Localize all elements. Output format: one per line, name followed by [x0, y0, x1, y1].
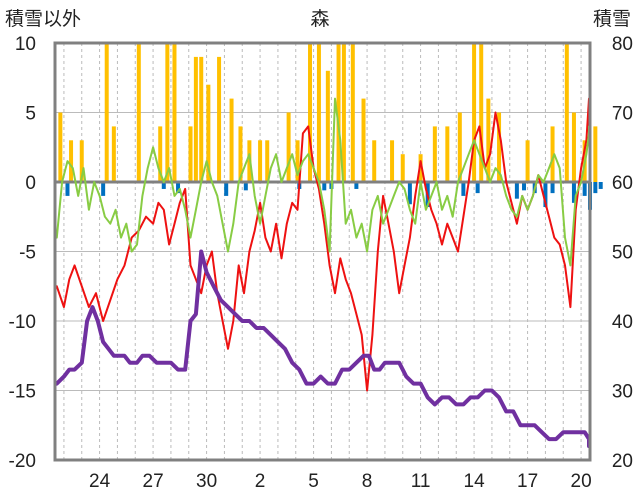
precip-bar-negative	[582, 182, 587, 196]
y-tick-right-label: 30	[612, 382, 633, 403]
precip-bar-positive	[258, 140, 263, 182]
precip-bar-positive	[172, 43, 177, 182]
precip-bar-positive	[308, 43, 313, 182]
y-ticks-right: 80 70 60 50 40 30 20	[612, 34, 633, 472]
precip-bar-positive	[341, 43, 346, 182]
precip-bar-positive	[136, 43, 141, 182]
precip-bar-negative	[65, 182, 70, 196]
precip-bar-negative	[101, 182, 106, 196]
precip-bar-negative	[550, 182, 555, 194]
y-tick-left-label: -5	[19, 243, 36, 264]
precip-bar-positive	[111, 126, 116, 182]
precip-bar-positive	[432, 126, 437, 182]
y-tick-right-label: 40	[612, 312, 633, 333]
x-tick-label: 30	[196, 471, 217, 492]
x-tick-label: 8	[362, 471, 373, 492]
precip-bar-positive	[571, 112, 576, 182]
x-tick-label: 14	[464, 471, 486, 492]
precip-bar-positive	[350, 43, 355, 182]
precip-bar-positive	[472, 43, 477, 182]
precip-bar-negative	[161, 182, 166, 189]
precip-bar-negative	[514, 182, 519, 199]
series-line-2	[55, 97, 590, 267]
precip-bar-negative	[543, 182, 548, 208]
precip-bar-positive	[165, 43, 170, 182]
precip-bar-positive	[479, 43, 484, 182]
precip-bar-positive	[188, 126, 193, 182]
y-tick-right-label: 50	[612, 243, 633, 264]
precip-bar-positive	[390, 140, 395, 182]
y-tick-left-label: 10	[15, 34, 36, 55]
precip-bar-positive	[238, 126, 243, 182]
precip-bar-positive	[325, 70, 330, 182]
x-tick-label: 5	[308, 471, 319, 492]
precip-bar-negative	[243, 182, 248, 191]
precip-bar-negative	[571, 182, 576, 203]
precip-bar-positive	[265, 140, 270, 182]
precip-bar-positive	[58, 112, 63, 182]
precip-bar-positive	[69, 140, 74, 182]
series-lines	[54, 97, 591, 449]
precip-bar-positive	[445, 126, 450, 182]
x-tick-label: 24	[89, 471, 111, 492]
precip-bar-negative	[475, 182, 480, 194]
precip-bar-positive	[217, 56, 222, 182]
precip-bar-negative	[176, 182, 181, 194]
precip-bar-positive	[229, 98, 234, 182]
series-line-3	[54, 249, 591, 449]
precip-bar-negative	[598, 182, 603, 189]
ylabel-right: 積雪	[593, 8, 631, 30]
precip-bar-positive	[316, 43, 321, 182]
precip-bar-negative	[593, 182, 598, 194]
grid	[55, 43, 590, 460]
chart-title: 森	[310, 8, 329, 30]
x-tick-label: 27	[143, 471, 164, 492]
precip-bar-positive	[361, 98, 366, 182]
precip-bar-positive	[336, 43, 341, 182]
precip-bar-negative	[224, 182, 229, 196]
precip-bar-negative	[407, 182, 412, 205]
precip-bar-negative	[354, 182, 359, 189]
precip-bar-positive	[457, 112, 462, 182]
y-ticks-left: 10 5 0 -5 -10 -15 -20	[9, 34, 36, 472]
y-tick-right-label: 80	[612, 34, 633, 55]
precip-bar-positive	[550, 126, 555, 182]
plot-frame	[53, 41, 592, 462]
precip-bar-positive	[193, 56, 198, 182]
x-ticks: 24 27 30 2 5 8 11 14 17 20	[89, 471, 592, 492]
x-tick-label: 20	[571, 471, 592, 492]
precip-bar-positive	[372, 140, 377, 182]
y-tick-left-label: -20	[9, 451, 36, 472]
precip-bar-positive	[418, 154, 423, 182]
y-tick-right-label: 70	[612, 104, 633, 125]
x-tick-label: 17	[517, 471, 538, 492]
precip-bar-positive	[79, 140, 84, 182]
x-tick-label: 2	[255, 471, 266, 492]
precip-bar-positive	[295, 140, 300, 182]
precip-bar-positive	[497, 112, 502, 182]
precip-bar-positive	[593, 126, 598, 182]
x-tick-label: 11	[411, 471, 431, 492]
ylabel-left: 積雪以外	[5, 8, 81, 30]
precip-bar-positive	[158, 126, 163, 182]
precip-bar-positive	[206, 84, 211, 182]
precip-bar-positive	[564, 43, 569, 182]
y-tick-left-label: -15	[9, 382, 36, 403]
precip-bar-negative	[322, 182, 327, 191]
precip-bar-negative	[522, 182, 527, 191]
precip-bar-negative	[461, 182, 466, 196]
precip-bar-positive	[400, 154, 405, 182]
precip-bar-positive	[525, 140, 530, 182]
precip-bar-positive	[199, 56, 204, 182]
y-tick-right-label: 60	[612, 173, 633, 194]
y-tick-right-label: 20	[612, 451, 633, 472]
y-tick-left-label: -10	[9, 312, 36, 333]
precip-bar-positive	[104, 43, 109, 182]
precip-bar-positive	[286, 112, 291, 182]
y-tick-left-label: 0	[25, 173, 36, 194]
precip-bar-positive	[486, 98, 491, 182]
precipitation-bars	[58, 43, 603, 210]
y-tick-left-label: 5	[25, 104, 36, 125]
